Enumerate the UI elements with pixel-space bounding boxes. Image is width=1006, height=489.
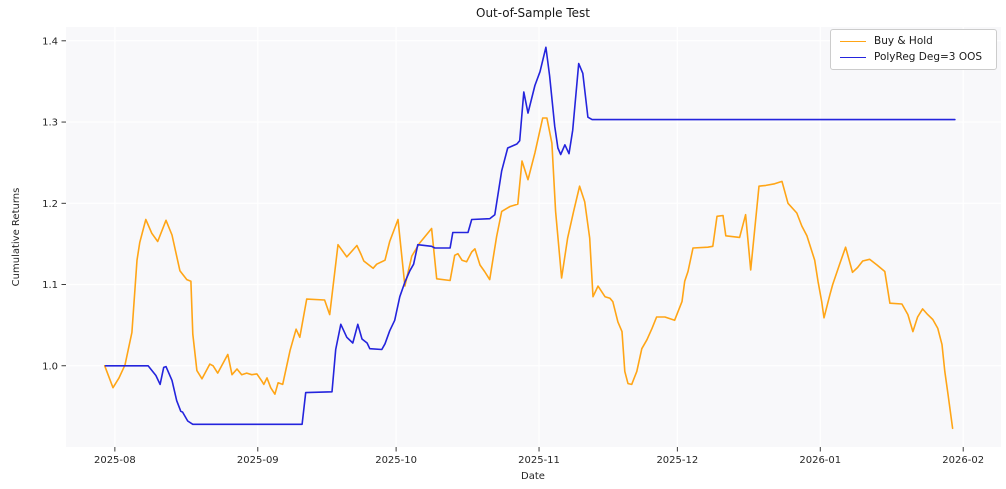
y-tick-label: 1.1: [42, 280, 58, 291]
x-tick-label: 2026-02: [942, 455, 984, 466]
legend-item: Buy & Hold: [840, 35, 988, 48]
axes-background: [66, 27, 1001, 447]
x-tick-label: 2025-08: [94, 455, 136, 466]
legend-label: PolyReg Deg=3 OOS: [874, 50, 983, 63]
x-tick-label: 2025-10: [375, 455, 417, 466]
plot-background: [66, 27, 1001, 447]
x-axis-label: Date: [521, 471, 545, 482]
x-tick-label: 2025-09: [237, 455, 279, 466]
legend: Buy & Hold PolyReg Deg=3 OOS: [830, 29, 997, 70]
series-lines: [103, 46, 956, 430]
grid-lines: [66, 27, 1001, 447]
x-tick-label: 2025-12: [656, 455, 698, 466]
legend-label: Buy & Hold: [874, 35, 933, 48]
y-tick-label: 1.2: [42, 199, 58, 210]
buy-hold-legend-line: [840, 41, 866, 43]
chart-title: Out-of-Sample Test: [476, 6, 590, 20]
y-tick-label: 1.3: [42, 118, 58, 129]
y-axis-label: Cumulative Returns: [11, 188, 22, 287]
axis-tick-labels: 1.0 1.1 1.2 1.3 1.4 2025-08 2025-09 2025-10 2025…: [42, 36, 984, 466]
legend-item: PolyReg Deg=3 OOS: [840, 51, 988, 64]
x-tick-label: 2025-11: [518, 455, 560, 466]
polyreg-legend-line: [840, 56, 866, 58]
x-tick-label: 2026-01: [799, 455, 841, 466]
buy-hold-series-line: [103, 117, 954, 430]
polyreg-series-line: [104, 46, 956, 426]
axis-ticks: [61, 40, 964, 452]
y-tick-label: 1.0: [42, 361, 58, 372]
y-tick-label: 1.4: [42, 36, 58, 47]
